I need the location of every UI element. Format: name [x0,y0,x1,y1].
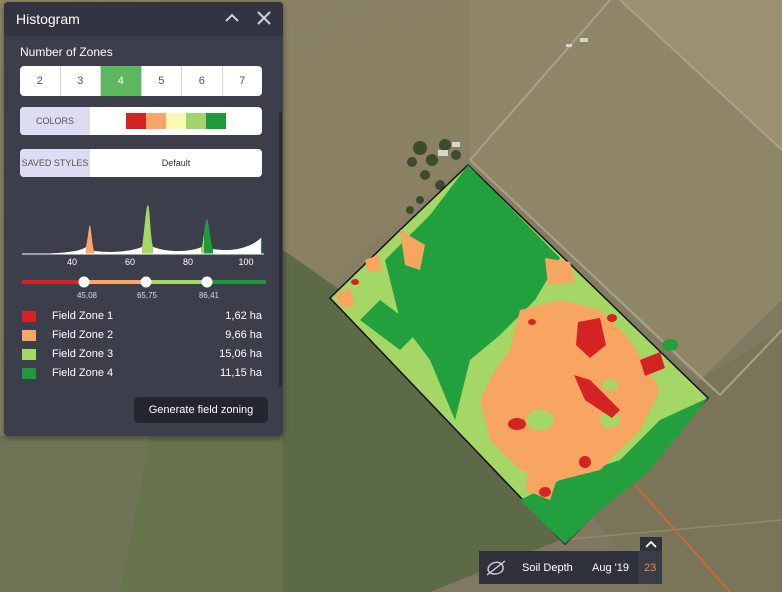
zone-count-selector: 2 3 4 5 6 7 [20,66,262,96]
panel-title: Histogram [16,11,80,27]
panel-header: Histogram [4,2,283,36]
farm-parcel [283,0,470,280]
legend-item-zone-4: Field Zone 4 11,15 ha [22,365,262,383]
legend-name: Field Zone 2 [52,329,114,341]
road [469,159,721,396]
chevron-up-icon [645,540,657,548]
threshold-handle-3[interactable] [201,276,213,288]
colors-selector[interactable]: COLORS [20,107,262,135]
palette-swatch [146,113,166,129]
legend-swatch [22,368,36,379]
road [719,329,782,396]
zone-option-6[interactable]: 6 [182,66,223,96]
color-palette[interactable] [126,113,226,129]
histogram-panel: Histogram Number of Zones 2 3 4 5 6 7 CO… [4,2,283,436]
farm-buildings [438,38,588,156]
layer-day: 23 [644,562,657,574]
histogram-chart: 40 60 80 100 45,08 65,75 86,41 [22,205,266,300]
panel-scrollbar[interactable] [279,112,282,387]
legend-item-zone-3: Field Zone 3 15,06 ha [22,346,262,364]
palette-swatch [206,113,226,129]
legend-name: Field Zone 3 [52,348,114,360]
histogram-zone-3 [143,205,204,254]
layer-name[interactable]: Soil Depth [522,562,573,574]
farm-parcel [580,330,782,592]
threshold-handle-2[interactable] [140,276,152,288]
zone-option-2[interactable]: 2 [20,66,61,96]
zones-label: Number of Zones [20,45,113,59]
zone-option-7[interactable]: 7 [239,75,246,87]
generate-zoning-button[interactable]: Generate field zoning [134,397,268,423]
zone-option-4[interactable]: 4 [101,66,142,96]
legend-area: 15,06 ha [219,348,262,360]
tree-cluster [406,139,461,214]
road [469,0,611,161]
soil-layer-icon [486,560,506,576]
palette-swatch [186,113,206,129]
road [559,519,782,541]
legend-item-zone-1: Field Zone 1 1,62 ha [22,308,262,326]
legend-area: 9,66 ha [225,329,262,341]
histogram-zone-1 [22,205,82,254]
histogram-zone-2 [82,205,143,254]
farm-parcel [0,436,150,592]
road [619,0,782,151]
threshold-value-1: 45,08 [77,291,98,300]
layer-date[interactable]: Aug '19 [592,562,629,574]
zone-option-3[interactable]: 3 [61,66,101,96]
day-selector[interactable]: 23 [638,551,662,584]
layer-bar: Soil Depth Aug '19 23 [479,551,662,584]
farm-parcel [283,250,560,592]
legend-swatch [22,311,36,322]
colors-label: COLORS [20,107,90,135]
farm-parcel [470,0,782,380]
saved-style-value: Default [161,158,191,168]
zone-option-5[interactable]: 5 [142,66,182,96]
legend-name: Field Zone 1 [52,310,114,322]
histogram-axis-label: 100 [238,257,253,267]
zoned-field[interactable] [328,163,710,546]
legend-area: 1,62 ha [225,310,262,322]
threshold-handle-1[interactable] [78,276,90,288]
saved-styles-selector[interactable]: SAVED STYLES Default [20,149,262,177]
threshold-value-2: 65,75 [137,291,158,300]
threshold-value-3: 86,41 [199,291,220,300]
palette-swatch [166,113,186,129]
legend-name: Field Zone 4 [52,367,114,379]
palette-swatch [126,113,146,129]
legend-swatch [22,349,36,360]
expand-timeline-button[interactable] [640,537,662,551]
road [634,484,731,592]
histogram-axis-label: 40 [67,257,77,267]
saved-styles-label: SAVED STYLES [20,149,90,177]
collapse-chevron-icon[interactable] [222,8,242,28]
close-icon[interactable] [254,8,274,28]
legend-item-zone-2: Field Zone 2 9,66 ha [22,327,262,345]
histogram-axis-label: 80 [183,257,193,267]
histogram-axis-label: 60 [125,257,135,267]
legend-swatch [22,330,36,341]
legend-area: 11,15 ha [219,367,262,379]
